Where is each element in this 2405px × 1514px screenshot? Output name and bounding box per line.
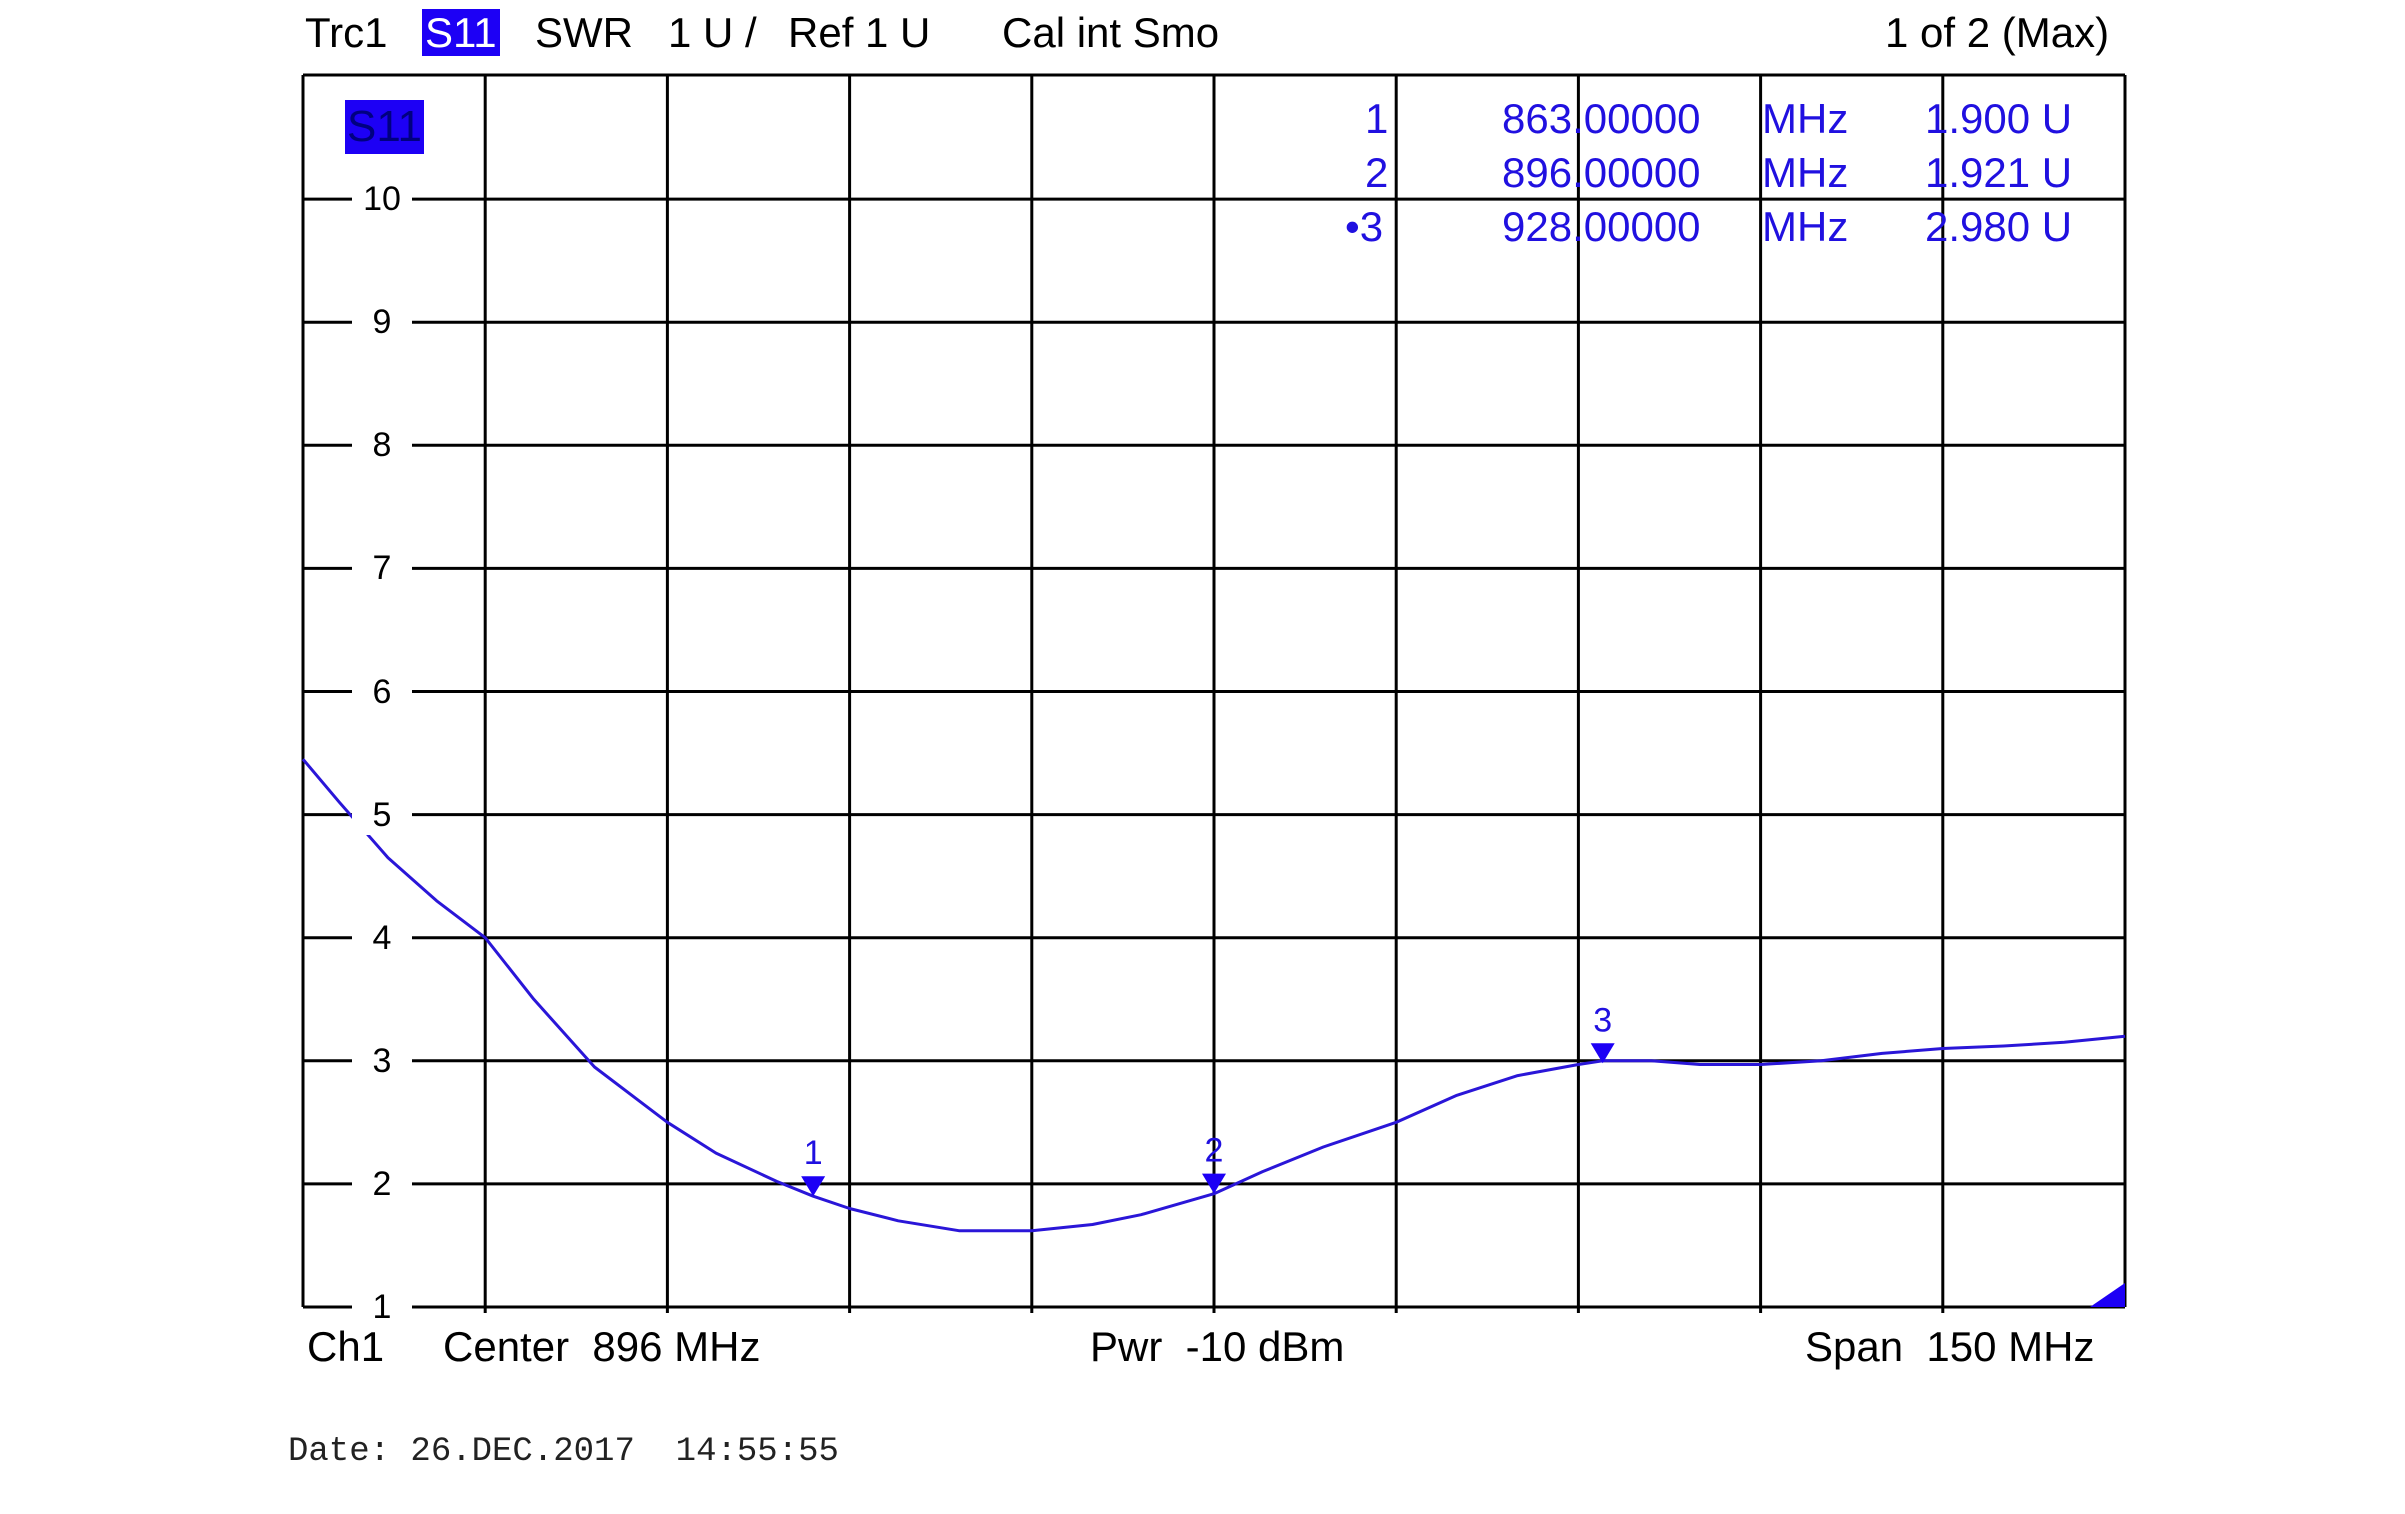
marker-freq: 928.00000 xyxy=(1502,203,1701,250)
y-tick-label: 9 xyxy=(352,302,412,343)
y-tick-label: 10 xyxy=(352,179,412,220)
span-label[interactable]: Span 150 MHz xyxy=(1805,1323,2095,1370)
y-tick-label: 5 xyxy=(352,794,412,835)
y-tick-label: 7 xyxy=(352,548,412,589)
marker-value: 2.980 U xyxy=(1925,203,2073,250)
y-tick-label: 3 xyxy=(352,1040,412,1081)
marker-triangle-icon xyxy=(1202,1173,1226,1194)
y-tick-label: 8 xyxy=(352,425,412,466)
marker-symbols: 1 2 3 xyxy=(801,1001,1615,1197)
format-label: SWR xyxy=(535,9,633,56)
ref-level-arrow-icon xyxy=(2090,1283,2125,1307)
marker-id: 1 xyxy=(1365,95,1389,142)
y-tick-label: 4 xyxy=(352,917,412,958)
grid xyxy=(301,73,2127,1313)
y-tick-label: 6 xyxy=(352,671,412,712)
y-tick-label: 1 xyxy=(352,1287,412,1327)
channel-label: Ch1 xyxy=(307,1323,385,1370)
cal-label: Cal int Smo xyxy=(1002,9,1220,56)
timestamp: Date: 26.DEC.2017 14:55:55 xyxy=(288,1433,839,1471)
marker-value: 1.900 U xyxy=(1925,95,2073,142)
power-label[interactable]: Pwr -10 dBm xyxy=(1090,1323,1345,1370)
marker-triangle-icon xyxy=(1590,1043,1615,1064)
marker-unit: MHz xyxy=(1762,95,1849,142)
trace-tag[interactable]: S11 xyxy=(345,100,425,154)
marker-number-label: 3 xyxy=(1593,1001,1612,1039)
param-badge[interactable]: S11 xyxy=(422,6,500,60)
s11-trace xyxy=(301,758,2126,1233)
marker-triangle-icon xyxy=(801,1176,826,1197)
trace-label: Trc1 xyxy=(305,9,388,56)
marker-id: 2 xyxy=(1365,149,1389,196)
param-label: S11 xyxy=(422,9,500,56)
y-tick-label: 2 xyxy=(352,1163,412,1204)
marker-id-active: •3 xyxy=(1345,203,1384,250)
ref-label: Ref 1 U xyxy=(788,9,931,56)
center-freq-label[interactable]: Center 896 MHz xyxy=(443,1323,761,1370)
page-indicator: 1 of 2 (Max) xyxy=(1885,9,2110,56)
marker-freq: 863.00000 xyxy=(1502,95,1701,142)
marker-freq: 896.00000 xyxy=(1502,149,1701,196)
marker-number-label: 1 xyxy=(804,1134,823,1172)
marker-number-label: 2 xyxy=(1205,1132,1224,1170)
marker-value: 1.921 U xyxy=(1925,149,2073,196)
marker-unit: MHz xyxy=(1762,203,1849,250)
scale-label: 1 U / xyxy=(668,9,757,56)
marker-unit: MHz xyxy=(1762,149,1849,196)
